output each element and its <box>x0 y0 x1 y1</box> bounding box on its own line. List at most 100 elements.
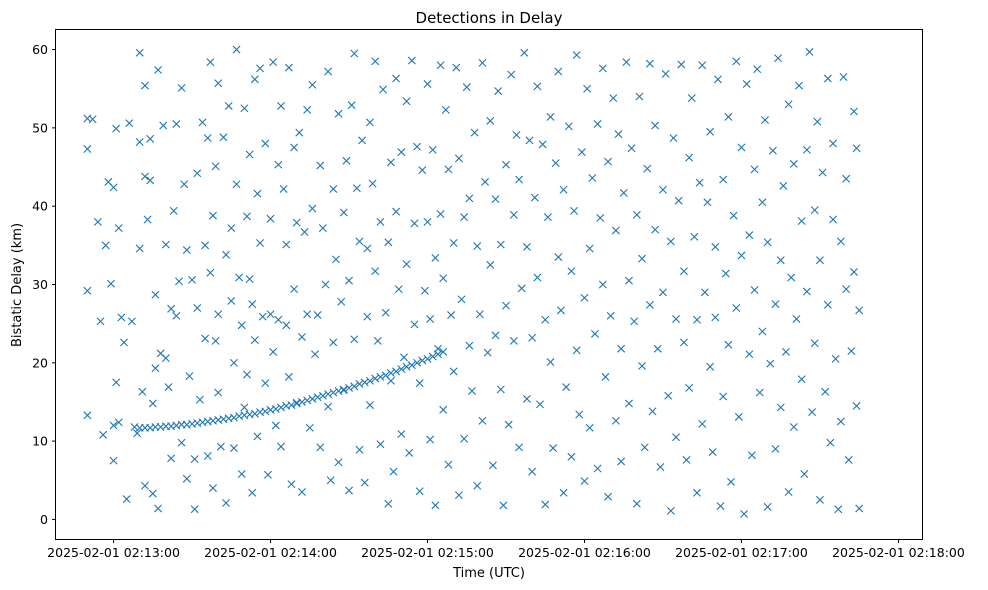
data-point <box>303 310 312 319</box>
data-point <box>208 211 217 220</box>
data-point <box>373 336 382 345</box>
data-point <box>235 273 244 282</box>
data-point <box>211 336 220 345</box>
data-point <box>83 411 92 420</box>
data-point <box>507 70 516 79</box>
data-point <box>342 156 351 165</box>
data-point <box>195 395 204 404</box>
data-point <box>439 405 448 414</box>
data-point <box>329 388 338 397</box>
data-point <box>821 387 830 396</box>
data-point <box>261 379 270 388</box>
data-point <box>708 448 717 457</box>
data-point <box>687 94 696 103</box>
data-point <box>711 242 720 251</box>
data-point <box>661 69 670 78</box>
data-point <box>481 177 490 186</box>
data-point <box>609 94 618 103</box>
data-point <box>517 284 526 293</box>
data-point <box>88 115 97 124</box>
data-point <box>567 267 576 276</box>
data-point <box>551 159 560 168</box>
data-point <box>381 371 390 380</box>
data-point <box>308 394 317 403</box>
data-point <box>706 127 715 136</box>
data-point <box>386 368 395 377</box>
data-point <box>823 74 832 83</box>
data-point <box>758 327 767 336</box>
data-point <box>585 244 594 253</box>
data-point <box>755 388 764 397</box>
data-point <box>436 61 445 70</box>
data-point <box>384 499 393 508</box>
data-point <box>167 454 176 463</box>
data-point <box>151 290 160 299</box>
x-tick-label: 2025-02-01 02:14:00 <box>204 545 337 560</box>
data-point <box>407 361 416 370</box>
data-point <box>496 240 505 249</box>
data-point <box>227 224 236 233</box>
data-point <box>117 313 126 322</box>
data-point <box>143 215 152 224</box>
data-point <box>182 474 191 483</box>
data-point <box>815 256 824 265</box>
data-point <box>836 417 845 426</box>
data-point <box>763 502 772 511</box>
data-point <box>161 354 170 363</box>
data-point <box>808 408 817 417</box>
data-point <box>321 280 330 289</box>
data-point <box>151 364 160 373</box>
data-point <box>423 80 432 89</box>
data-point <box>345 276 354 285</box>
data-point <box>355 445 364 454</box>
data-point <box>640 443 649 452</box>
data-point <box>512 130 521 139</box>
data-point <box>810 339 819 348</box>
data-point <box>721 269 730 278</box>
data-point <box>363 244 372 253</box>
x-axis-label: Time (UTC) <box>452 566 525 581</box>
y-tick-label: 40 <box>32 199 48 214</box>
data-point <box>426 314 435 323</box>
data-point <box>823 300 832 309</box>
data-point <box>486 260 495 269</box>
data-point <box>750 285 759 294</box>
data-point <box>269 347 278 356</box>
data-point <box>109 421 118 430</box>
data-point <box>300 228 309 237</box>
data-point <box>781 347 790 356</box>
data-point <box>572 51 581 60</box>
data-point <box>379 85 388 94</box>
data-point <box>428 352 437 361</box>
data-point <box>753 65 762 74</box>
data-point <box>630 317 639 326</box>
data-point <box>224 101 233 110</box>
data-point <box>460 213 469 222</box>
data-point <box>470 128 479 137</box>
data-point <box>478 416 487 425</box>
data-point <box>258 312 267 321</box>
data-point <box>392 367 401 376</box>
data-point <box>148 399 157 408</box>
data-point <box>250 336 259 345</box>
data-point <box>771 444 780 453</box>
data-point <box>316 443 325 452</box>
data-point <box>674 196 683 205</box>
data-point <box>677 60 686 69</box>
data-point <box>208 484 217 493</box>
data-point <box>740 509 749 518</box>
data-point <box>719 175 728 184</box>
data-point <box>842 174 851 183</box>
data-point <box>842 285 851 294</box>
data-point <box>415 487 424 496</box>
data-point <box>297 488 306 497</box>
data-point <box>253 432 262 441</box>
data-point <box>101 241 110 250</box>
data-point <box>140 481 149 490</box>
data-point <box>758 198 767 207</box>
data-point <box>494 87 503 96</box>
data-point <box>564 122 573 131</box>
data-point <box>423 217 432 226</box>
data-point <box>138 387 147 396</box>
data-point <box>169 206 178 215</box>
